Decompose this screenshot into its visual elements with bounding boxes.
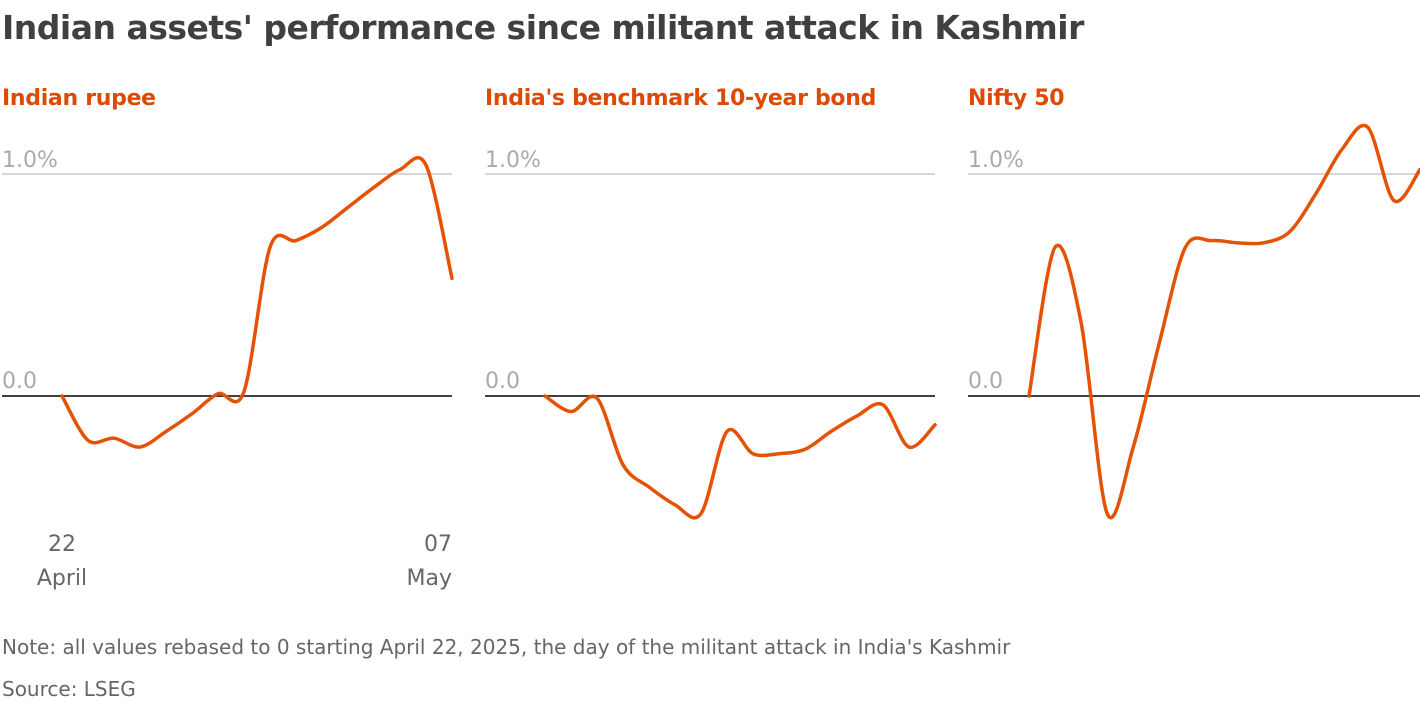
series-line [60,156,454,449]
x-tick-day: 07 [424,532,452,557]
x-tick-month: April [37,566,87,591]
y-tick-label: 1.0% [2,148,58,173]
chart-note: Note: all values rebased to 0 starting A… [2,635,1011,659]
series-line [1027,123,1420,520]
y-tick-label: 0.0 [2,369,37,394]
y-tick-label: 1.0% [968,148,1024,173]
chart-title: Indian assets' performance since militan… [2,8,1084,47]
panel-title-rupee: Indian rupee [2,86,156,111]
y-tick-label: 0.0 [485,369,520,394]
chart-source: Source: LSEG [2,677,136,701]
y-tick-label: 1.0% [485,148,541,173]
y-tick-label: 0.0 [968,369,1003,394]
panel-title-nifty: Nifty 50 [968,86,1065,111]
series-line [543,394,937,520]
x-tick-day: 22 [48,532,76,557]
x-tick-month: May [407,566,452,591]
panel-title-bond: India's benchmark 10-year bond [485,86,877,111]
